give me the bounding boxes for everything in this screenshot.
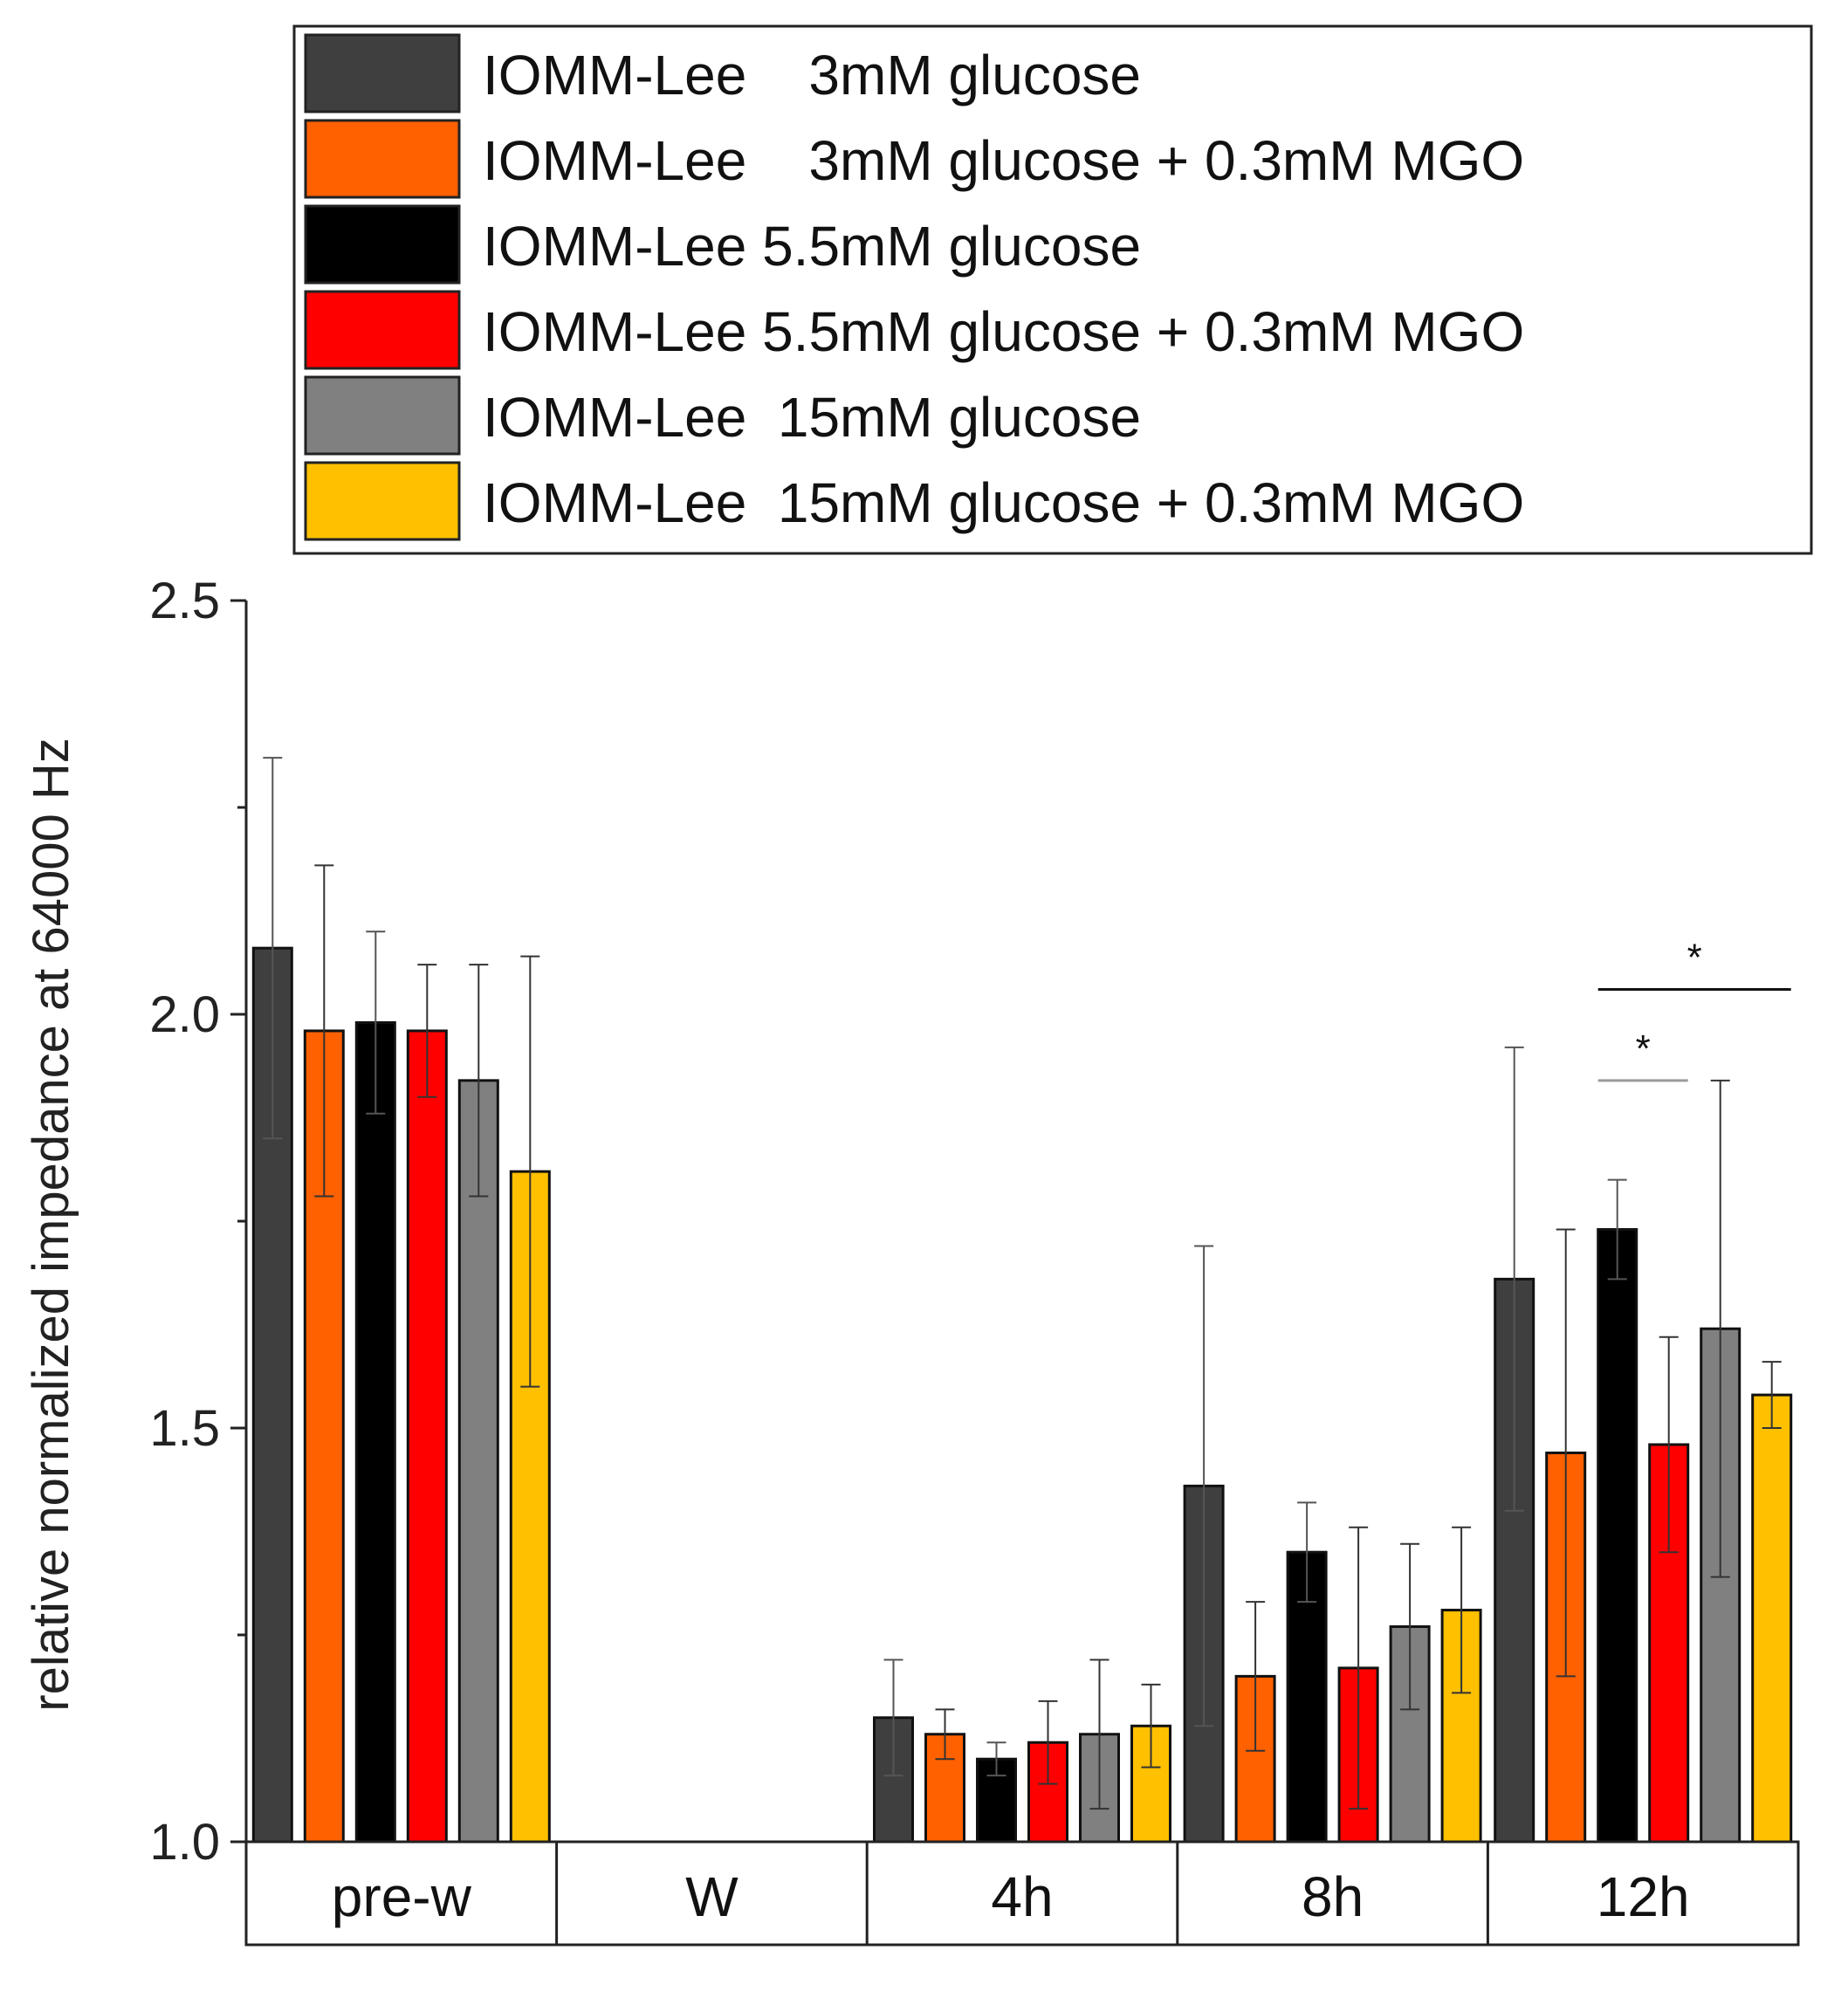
category-frame: [244, 1840, 1800, 1947]
category-axis: pre-w W 4h 8h 12h: [244, 1840, 1800, 1947]
legend-label: IOMM-Lee 15mM glucose: [483, 386, 1141, 449]
category-label: W: [685, 1865, 739, 1928]
legend-swatch: [304, 461, 461, 541]
legend-swatch: [304, 119, 461, 199]
bars: [251, 946, 1793, 1844]
y-tick-label: 1.5: [149, 1400, 220, 1457]
category-label: pre-w: [332, 1865, 472, 1928]
legend-swatch: [304, 375, 461, 456]
category-label: 8h: [1302, 1865, 1364, 1928]
y-tick-label: 1.0: [149, 1814, 220, 1871]
legend-swatch: [304, 33, 461, 113]
significance-marker: *: [1687, 937, 1702, 979]
legend-label: IOMM-Lee 5.5mM glucose: [483, 215, 1141, 278]
legend-label: IOMM-Lee 15mM glucose + 0.3mM MGO: [483, 471, 1524, 534]
legend-swatch: [304, 204, 461, 285]
bar: [1751, 1393, 1793, 1844]
legend: IOMM-Lee 3mM glucose IOMM-Lee 3mM glucose…: [292, 24, 1813, 555]
y-axis-title: relative normalized impedance at 64000 H…: [23, 738, 79, 1712]
legend-swatch: [304, 290, 461, 370]
legend-label: IOMM-Lee 3mM glucose: [483, 44, 1141, 106]
legend-label: IOMM-Lee 5.5mM glucose + 0.3mM MGO: [483, 300, 1524, 363]
legend-frame: [292, 24, 1813, 555]
category-label: 4h: [991, 1865, 1053, 1928]
y-tick-label: 2.5: [149, 573, 220, 629]
bar: [354, 1020, 396, 1844]
significance-annotations: **: [1597, 937, 1791, 1082]
significance-marker: *: [1636, 1027, 1651, 1070]
legend-label: IOMM-Lee 3mM glucose + 0.3mM MGO: [483, 129, 1524, 192]
category-label: 12h: [1597, 1865, 1690, 1928]
y-tick-label: 2.0: [149, 986, 220, 1043]
axes: 1.0 1.5 2.0 2.5: [149, 573, 248, 1871]
error-bars: [263, 757, 1782, 1810]
bar: [1597, 1227, 1638, 1844]
bar: [406, 1029, 448, 1844]
